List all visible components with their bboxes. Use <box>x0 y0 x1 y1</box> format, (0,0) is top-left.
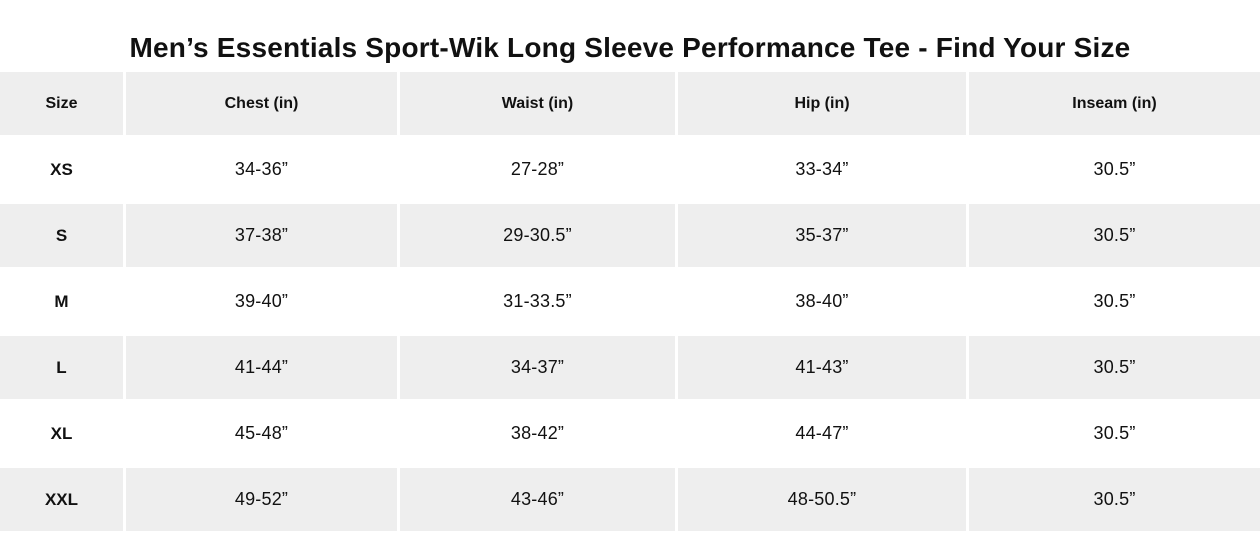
chest-cell: 45-48” <box>126 402 397 465</box>
header-row: Size Chest (in) Waist (in) Hip (in) Inse… <box>0 72 1260 135</box>
waist-cell: 43-46” <box>400 468 675 531</box>
table-row-xs: XS 34-36” 27-28” 33-34” 30.5” <box>0 138 1260 201</box>
hip-cell: 38-40” <box>678 270 966 333</box>
hip-cell: 41-43” <box>678 336 966 399</box>
chest-cell: 41-44” <box>126 336 397 399</box>
table-row-xl: XL 45-48” 38-42” 44-47” 30.5” <box>0 402 1260 465</box>
chest-cell: 37-38” <box>126 204 397 267</box>
column-header-size: Size <box>0 72 123 135</box>
column-header-waist: Waist (in) <box>400 72 675 135</box>
size-cell: S <box>0 204 123 267</box>
hip-cell: 44-47” <box>678 402 966 465</box>
column-header-inseam: Inseam (in) <box>969 72 1260 135</box>
inseam-cell: 30.5” <box>969 468 1260 531</box>
hip-cell: 33-34” <box>678 138 966 201</box>
size-cell: XL <box>0 402 123 465</box>
inseam-cell: 30.5” <box>969 402 1260 465</box>
table-row-s: S 37-38” 29-30.5” 35-37” 30.5” <box>0 204 1260 267</box>
size-cell: M <box>0 270 123 333</box>
inseam-cell: 30.5” <box>969 204 1260 267</box>
chest-cell: 34-36” <box>126 138 397 201</box>
table-row-m: M 39-40” 31-33.5” 38-40” 30.5” <box>0 270 1260 333</box>
column-header-chest: Chest (in) <box>126 72 397 135</box>
chest-cell: 39-40” <box>126 270 397 333</box>
waist-cell: 31-33.5” <box>400 270 675 333</box>
chest-cell: 49-52” <box>126 468 397 531</box>
size-chart-table: Size Chest (in) Waist (in) Hip (in) Inse… <box>0 69 1260 534</box>
waist-cell: 34-37” <box>400 336 675 399</box>
hip-cell: 48-50.5” <box>678 468 966 531</box>
table-row-l: L 41-44” 34-37” 41-43” 30.5” <box>0 336 1260 399</box>
size-cell: XS <box>0 138 123 201</box>
column-header-hip: Hip (in) <box>678 72 966 135</box>
hip-cell: 35-37” <box>678 204 966 267</box>
inseam-cell: 30.5” <box>969 336 1260 399</box>
waist-cell: 27-28” <box>400 138 675 201</box>
table-row-xxl: XXL 49-52” 43-46” 48-50.5” 30.5” <box>0 468 1260 531</box>
waist-cell: 29-30.5” <box>400 204 675 267</box>
waist-cell: 38-42” <box>400 402 675 465</box>
inseam-cell: 30.5” <box>969 270 1260 333</box>
size-cell: XXL <box>0 468 123 531</box>
inseam-cell: 30.5” <box>969 138 1260 201</box>
size-cell: L <box>0 336 123 399</box>
title-bar: Men’s Essentials Sport-Wik Long Sleeve P… <box>0 0 1260 72</box>
page-title: Men’s Essentials Sport-Wik Long Sleeve P… <box>129 32 1131 63</box>
